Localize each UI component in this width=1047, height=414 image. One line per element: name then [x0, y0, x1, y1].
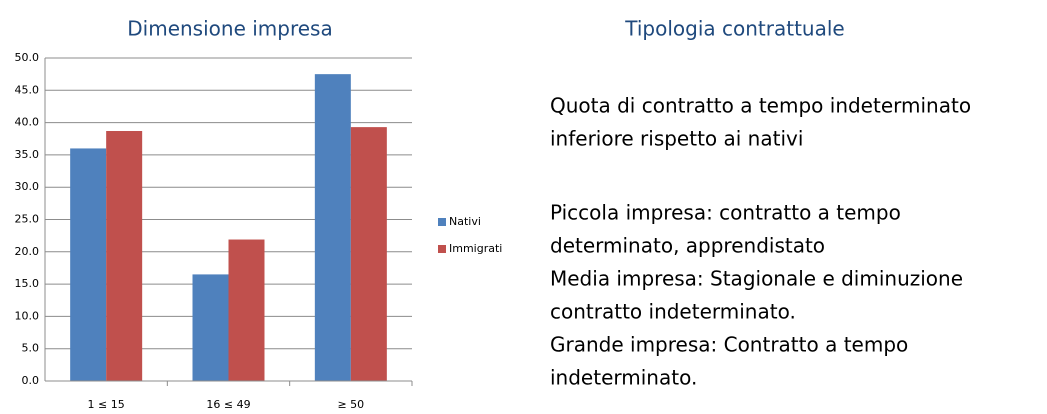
panel-text: Quota di contratto a tempo indeterminato	[550, 94, 971, 118]
legend-label: Immigrati	[449, 242, 502, 255]
y-tick-label: 25.0	[15, 213, 40, 226]
bar	[106, 130, 143, 381]
legend-swatch	[438, 245, 446, 253]
y-tick-label: 0.0	[22, 374, 40, 387]
y-tick-label: 20.0	[15, 245, 40, 258]
y-tick-label: 45.0	[15, 83, 40, 96]
bar	[70, 148, 107, 381]
y-tick-label: 15.0	[15, 277, 40, 290]
legend-label: Nativi	[449, 215, 481, 228]
x-tick-label: 1 ≤ 15	[88, 398, 125, 411]
bar	[228, 239, 265, 381]
x-tick-label: ≥ 50	[337, 398, 364, 411]
legend-swatch	[438, 218, 446, 226]
bar	[314, 74, 351, 382]
chart-title: Dimensione impresa	[127, 17, 332, 41]
panel-text: Media impresa: Stagionale e diminuzione	[550, 267, 963, 291]
y-tick-label: 5.0	[22, 342, 40, 355]
y-tick-label: 30.0	[15, 180, 40, 193]
panel-text: inferiore rispetto ai nativi	[550, 127, 803, 151]
panel-text: determinato, apprendistato	[550, 234, 825, 258]
y-tick-label: 10.0	[15, 309, 40, 322]
x-tick-label: 16 ≤ 49	[206, 398, 250, 411]
y-tick-label: 35.0	[15, 148, 40, 161]
panel-text: contratto indeterminato.	[550, 300, 796, 324]
panel-text: indeterminato.	[550, 366, 697, 390]
bar	[350, 127, 387, 381]
y-tick-label: 40.0	[15, 116, 40, 129]
panel-text: Piccola impresa: contratto a tempo	[550, 201, 901, 225]
bar	[192, 274, 229, 381]
y-tick-label: 50.0	[15, 51, 40, 64]
panel-title: Tipologia contrattuale	[624, 17, 844, 41]
panel-text: Grande impresa: Contratto a tempo	[550, 333, 908, 357]
